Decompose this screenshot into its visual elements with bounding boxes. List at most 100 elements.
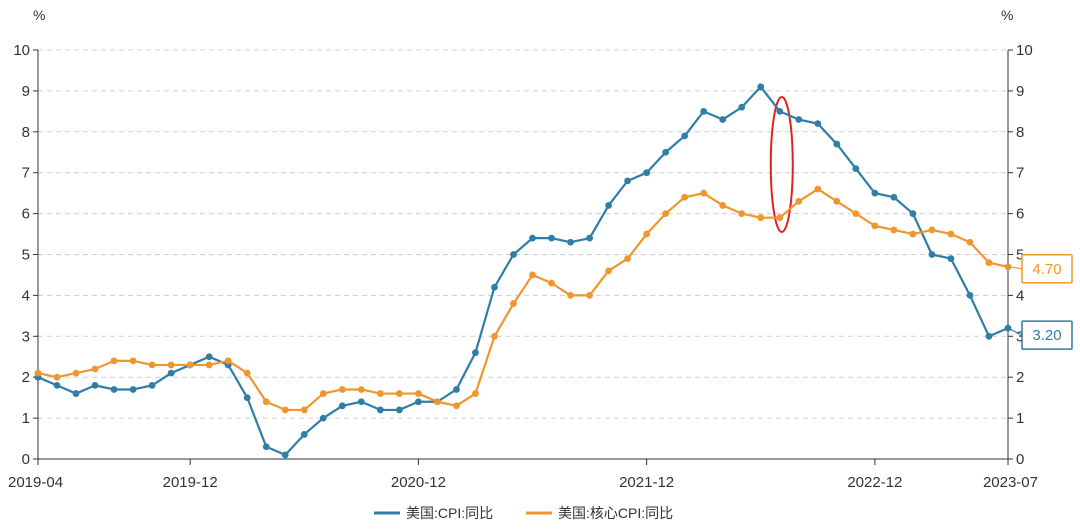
legend[interactable]: 美国:CPI:同比 美国:核心CPI:同比 [374,505,673,521]
data-point-0-32 [643,169,651,177]
data-point-0-37 [738,103,746,111]
legend-label-0[interactable]: 美国:CPI:同比 [406,505,493,521]
data-point-0-5 [129,386,137,393]
data-point-1-24 [491,332,498,340]
data-point-0-1 [53,381,61,389]
end-label-box-1 [1021,254,1073,284]
data-point-1-13 [281,406,289,414]
y-tick-label-left-3: 3 [22,328,30,345]
data-point-0-43 [852,165,860,173]
data-point-1-15 [319,390,327,397]
data-point-1-7 [167,361,175,369]
data-point-1-46 [909,230,917,238]
data-point-1-1 [53,373,61,381]
y-tick-label-right-10: 10 [1016,42,1033,59]
data-point-1-25 [510,300,517,307]
data-point-0-26 [529,234,536,242]
data-point-1-44 [871,222,879,230]
series-0 [34,83,1012,459]
data-point-0-22 [453,386,460,393]
x-tick-label-2021-12: 2021-12 [619,474,674,491]
data-point-0-44 [871,189,879,197]
data-point-1-28 [567,292,574,299]
data-point-0-38 [757,83,765,91]
data-point-0-11 [243,394,251,402]
data-point-0-35 [700,107,708,115]
y-tick-label-left-8: 8 [22,124,30,141]
data-point-1-37 [738,210,746,218]
legend-label-1[interactable]: 美国:核心CPI:同比 [558,505,673,521]
data-point-1-5 [129,357,137,365]
data-point-1-4 [110,357,118,365]
series-line-0 [37,85,1009,457]
data-point-0-41 [814,120,822,128]
y-tick-label-left-9: 9 [22,83,30,100]
data-point-0-49 [966,292,974,299]
end-label-connector-0 [1007,327,1023,336]
data-point-0-46 [909,210,917,218]
data-point-1-26 [529,271,536,279]
highlight-ring [769,96,794,234]
data-point-1-16 [338,386,346,393]
data-point-1-6 [148,361,156,369]
data-point-0-19 [395,406,403,414]
data-point-0-45 [890,193,898,201]
left-unit-label: % [33,7,45,23]
data-point-1-19 [395,390,403,397]
data-point-0-18 [376,406,384,414]
data-point-1-3 [91,365,99,373]
data-point-0-27 [548,234,555,242]
data-point-0-17 [357,398,365,406]
y-tick-label-right-0: 0 [1016,451,1024,468]
data-point-1-23 [472,390,479,397]
y-tick-label-right-8: 8 [1016,124,1024,141]
data-point-1-2 [72,369,80,377]
data-point-1-14 [300,406,308,414]
data-point-0-33 [662,148,670,156]
data-point-1-34 [681,193,689,201]
data-point-0-12 [262,443,270,451]
y-tick-label-right-5: 5 [1016,247,1024,264]
data-point-0-15 [319,414,327,422]
data-point-0-3 [91,381,99,389]
y-tick-label-left-2: 2 [22,369,30,386]
data-point-1-41 [814,185,822,193]
data-point-1-45 [890,226,898,234]
data-point-0-36 [719,116,727,123]
right-unit-label: % [1001,7,1013,23]
data-point-0-23 [472,349,479,357]
data-point-0-47 [928,251,936,258]
y-tick-label-right-3: 3 [1016,328,1024,345]
series-line-1 [37,187,1009,412]
data-point-1-12 [262,398,270,406]
data-point-1-0 [34,369,42,377]
data-point-0-13 [281,451,289,459]
data-point-0-30 [605,202,612,209]
data-point-1-22 [453,402,460,410]
data-point-1-8 [186,361,194,369]
data-point-0-40 [795,116,803,123]
data-point-1-43 [852,210,860,218]
data-point-0-2 [72,390,80,397]
data-point-1-20 [414,390,422,397]
data-point-0-9 [205,353,213,361]
data-point-0-48 [947,255,955,262]
y-tick-label-right-7: 7 [1016,165,1024,182]
data-point-1-40 [795,197,803,205]
end-label-connector-1 [1007,266,1023,270]
data-point-0-28 [567,238,574,246]
data-point-1-32 [643,230,651,238]
y-tick-label-right-9: 9 [1016,83,1024,100]
data-point-1-9 [205,361,213,369]
y-tick-label-left-5: 5 [22,247,30,264]
tick-labels: 0 0 1 1 2 2 3 3 4 4 5 5 6 6 7 7 8 8 9 9 10 10 2019-04 2019-12 20… [8,42,1038,491]
data-point-1-36 [719,202,727,209]
data-point-0-7 [167,369,175,377]
data-point-0-6 [148,381,156,389]
end-value-labels: 3.20 4.70 [1007,254,1073,350]
data-point-0-39 [776,107,784,115]
x-tick-label-2019-04: 2019-04 [8,474,63,491]
data-point-1-21 [434,398,441,406]
series-1 [34,185,1012,414]
